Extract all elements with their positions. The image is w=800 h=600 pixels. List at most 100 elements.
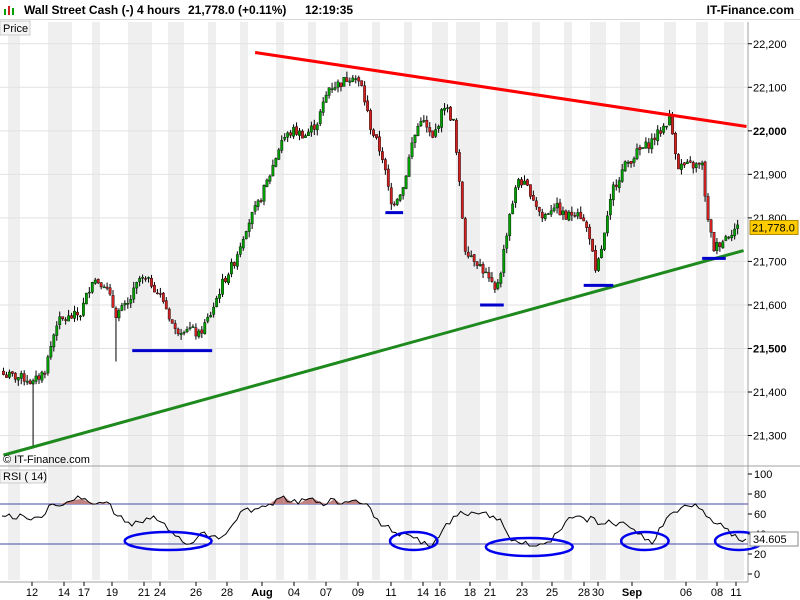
candle-body [339,82,343,88]
rsi-overbought-fill [341,502,349,504]
candle-body [99,282,103,288]
candle-body [212,306,216,315]
candle-body [250,211,254,225]
candle-body [345,77,349,82]
candle-body [16,377,20,381]
candle-body [641,147,645,149]
candle-body [28,380,32,384]
candle-body [274,158,278,167]
candle-body [265,179,269,187]
shade-band [724,22,744,580]
shade-band [496,22,508,580]
candle-body [537,206,541,212]
candle-body [457,152,461,182]
candle-body [73,310,76,319]
candle-body [19,373,23,379]
candle-body [170,319,174,324]
candle-body [605,215,609,234]
candle-body [629,161,633,164]
candle-body [736,224,740,229]
price-plot [2,71,740,449]
candle-body [496,282,500,289]
candle-body [256,200,260,207]
x-tick-label: 11 [730,587,741,599]
candle-body [209,315,213,318]
candle-body [691,162,695,169]
resistance-trendline [254,50,747,128]
x-tick-label: 30 [592,587,604,599]
candle-body [2,370,5,375]
candle-body [96,279,100,284]
candle-body [493,282,497,290]
x-tick-label: 14 [417,587,429,599]
shade-band [664,22,676,580]
title-bar: Wall Street Cash (-) 4 hours 21,778.0 (+… [0,0,800,20]
candle-body [611,184,615,201]
candle-body [203,322,207,335]
candle-body [312,124,316,130]
candle-body [703,161,707,197]
candle-body [685,161,689,165]
candle-body [502,249,506,273]
candle-body [437,126,441,129]
candle-body [594,250,597,271]
x-tick-label: Aug [251,587,272,599]
candle-body [93,279,97,284]
candle-body [5,374,8,378]
price-y-tick-label: 22,200 [753,39,787,51]
price-y-tick-label: 21,600 [753,300,787,312]
candle-body [185,329,189,332]
candle-body [700,162,704,166]
price-y-tick-label: 21,700 [753,256,787,268]
x-tick-label: Sep [622,587,642,599]
candle-body [600,248,603,258]
candle-body [573,215,577,217]
candle-body [259,200,263,202]
candle-body [706,196,710,220]
x-tick-label: 17 [78,587,90,599]
rsi-overbought-fill [348,500,356,504]
candle-body [25,380,29,383]
x-tick-label: 21 [138,587,150,599]
shade-band [168,22,184,580]
candle-body [156,292,159,295]
candle-body [469,255,473,258]
candle-body [292,127,295,137]
candle-body [197,330,201,337]
candle-body [218,294,221,299]
candle-body [324,94,328,103]
x-tick-label: 19 [106,587,118,599]
candle-body [623,161,627,172]
candle-body [505,235,509,249]
candle-body [173,323,177,329]
candle-body [603,232,606,250]
copyright-text: © IT-Finance.com [3,454,90,466]
candle-body [677,154,680,170]
candle-body [360,80,364,86]
candle-body [354,78,358,80]
candle-body [64,319,68,321]
axis-labels: 22,20022,10022,00021,90021,80021,70021,6… [26,39,787,599]
candle-body [381,151,384,160]
candle-body [135,281,139,289]
candle-body [227,274,230,284]
candle-body [330,88,334,90]
rsi-oversold-circle [123,530,213,552]
candle-body [730,234,734,239]
candle-body [591,238,594,252]
candle-body [567,211,571,221]
candle-body [221,278,224,295]
candle-body [141,277,145,279]
candle-body [79,315,82,318]
candle-body [22,373,26,382]
candle-body [289,132,293,136]
shade-band [404,22,412,580]
x-tick-label: 28 [578,587,590,599]
candle-body [620,169,624,182]
candle-body [241,238,245,249]
x-tick-label: 12 [26,587,38,599]
candle-body [87,291,91,294]
candle-body [182,332,186,334]
candle-body [10,371,14,374]
candle-body [475,261,479,266]
